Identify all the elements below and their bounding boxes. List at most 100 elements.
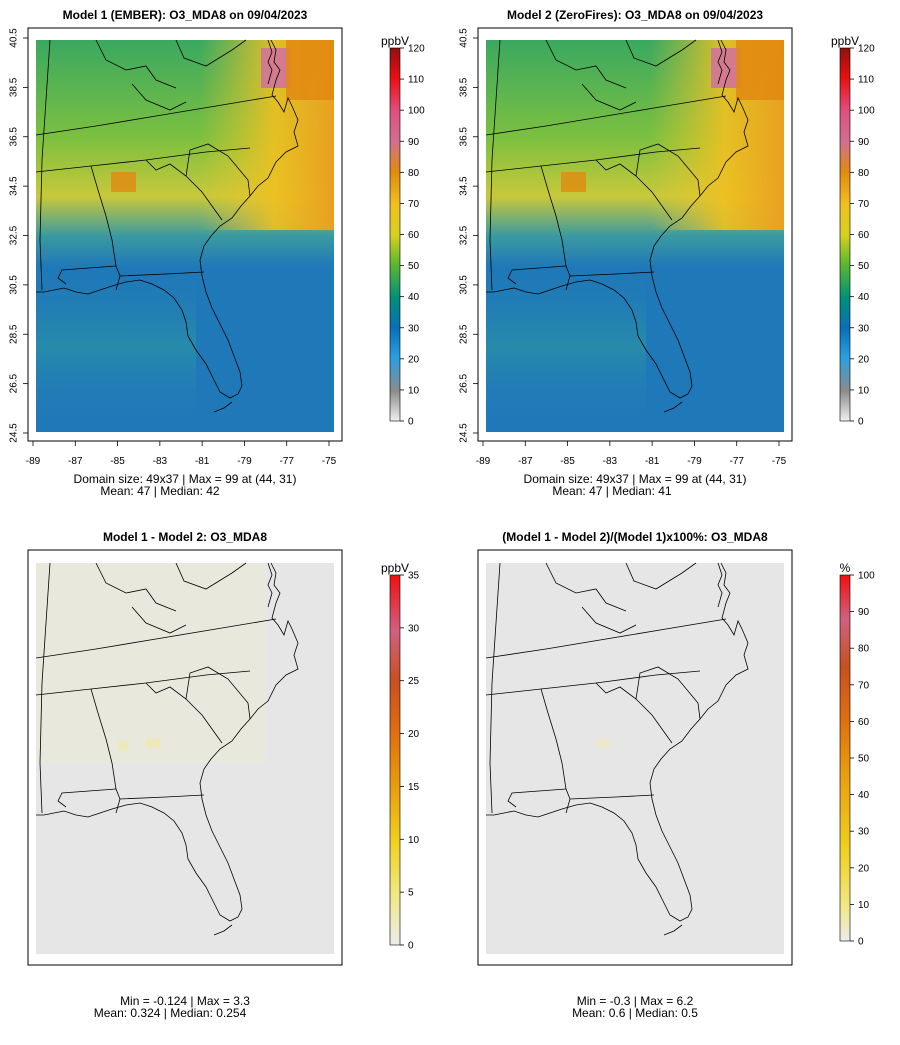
colorbar-tick-label: 90 [408,137,420,148]
panel-title: (Model 1 - Model 2)/(Model 1)x100%: O3_M… [502,530,768,544]
colorbar-tick-label: 50 [858,754,870,765]
ozone-ne-orange [286,40,334,100]
x-axis: -89 -87 -85 -83 -81 -79 -77 -75 [26,441,337,467]
y-tick-label: 28.5 [9,324,20,344]
stats-line-2: Mean: 0.324 | Median: 0.254 [94,1006,247,1020]
colorbar-tick-label: 70 [858,199,870,210]
x-tick-label: -81 [645,456,660,467]
panel-model1: Model 1 (EMBER): O3_MDA8 on 09/04/2023 -… [9,8,425,498]
colorbar-tick-label: 20 [858,354,870,365]
colorbar: ppbV 0 10 20 30 40 50 60 70 80 90 100 110 120 [831,34,875,428]
panel-title: Model 2 (ZeroFires): O3_MDA8 on 09/04/20… [507,8,763,22]
colorbar-tick-label: 0 [858,937,864,948]
colorbar-gradient [389,47,401,422]
colorbar-tick-label: 90 [858,607,870,618]
x-tick-label: -87 [68,456,83,467]
y-tick-label: 36.5 [9,127,20,147]
colorbar-tick-label: 40 [858,292,870,303]
colorbar-tick-label: 60 [858,230,870,241]
colorbar-tick-label: 30 [408,323,420,334]
colorbar-tick-label: 60 [858,717,870,728]
colorbar-tick-label: 70 [408,199,420,210]
map-area [485,39,784,432]
y-tick-label: 32.5 [9,225,20,245]
y-tick-label: 34.5 [9,176,20,196]
colorbar-gradient [839,47,851,422]
x-tick-label: -83 [603,456,618,467]
colorbar-tick-label: 10 [858,385,870,396]
ozone-ga-orange [561,172,586,192]
x-tick-label: -75 [322,456,337,467]
colorbar-unit: ppbV [381,34,409,48]
colorbar-tick-label: 80 [408,168,420,179]
difference-spot [118,741,128,751]
colorbar-tick-label: 70 [858,680,870,691]
x-tick-label: -81 [195,456,210,467]
colorbar: ppbV 0 10 20 30 40 50 60 70 80 90 100 110 120 [381,34,425,428]
x-tick-label: -85 [110,456,125,467]
colorbar-gradient [389,574,401,946]
colorbar-tick-label: 100 [858,571,875,582]
y-tick-label: 38.5 [9,77,20,97]
panel-title: Model 1 - Model 2: O3_MDA8 [103,530,267,544]
x-tick-label: -89 [26,456,41,467]
colorbar-tick-label: 120 [858,44,875,55]
difference-spot [146,738,160,748]
x-tick-label: -87 [518,456,533,467]
x-tick-label: -75 [772,456,787,467]
colorbar-tick-label: 35 [408,571,420,582]
ozone-ga-orange [111,172,136,192]
colorbar: % 0 10 20 30 40 50 60 70 80 90 100 [840,561,875,948]
y-tick-label: 36.5 [459,127,470,147]
y-tick-label: 30.5 [459,275,470,295]
colorbar-tick-label: 120 [408,44,425,55]
plot-frame [27,549,343,966]
colorbar-tick-label: 25 [408,676,420,687]
y-tick-label: 38.5 [459,77,470,97]
colorbar-tick-label: 60 [408,230,420,241]
difference-field [486,563,784,954]
plot-frame [477,549,793,966]
colorbar-tick-label: 40 [858,790,870,801]
ozone-ne-orange [736,40,784,100]
colorbar-tick-label: 110 [408,75,424,86]
panel-model2: Model 2 (ZeroFires): O3_MDA8 on 09/04/20… [459,8,875,498]
colorbar-tick-label: 10 [408,385,420,396]
colorbar-tick-label: 110 [858,75,874,86]
y-tick-label: 28.5 [459,324,470,344]
stats-line-2: Mean: 0.6 | Median: 0.5 [572,1006,698,1020]
colorbar-tick-label: 100 [408,106,425,117]
panel-difference: Model 1 - Model 2: O3_MDA8 Min = -0.124 … [27,530,420,1020]
colorbar-tick-label: 50 [408,261,420,272]
y-tick-label: 40.5 [9,28,20,48]
stats-line-1: Domain size: 49x37 | Max = 99 at (44, 31… [74,472,297,486]
x-tick-label: -83 [153,456,168,467]
y-axis: 24.5 26.5 28.5 30.5 32.5 34.5 36.5 38.5 40.5 [459,28,478,443]
colorbar-tick-label: 0 [408,941,414,952]
x-axis: -89 -87 -85 -83 -81 -79 -77 -75 [476,441,787,467]
x-tick-label: -79 [237,456,252,467]
colorbar-tick-label: 100 [858,106,875,117]
stats-line-1: Min = -0.3 | Max = 6.2 [577,994,694,1008]
y-tick-label: 30.5 [9,275,20,295]
ozone-field-gulf [36,260,196,432]
colorbar: ppbV 0 5 10 15 20 25 30 35 [381,561,420,952]
y-tick-label: 24.5 [459,423,470,443]
colorbar-unit: ppbV [381,561,409,575]
y-tick-label: 32.5 [459,225,470,245]
colorbar-tick-label: 80 [858,644,870,655]
stats-line-1: Min = -0.124 | Max = 3.3 [120,994,250,1008]
stats-line-2: Mean: 47 | Median: 42 [100,484,220,498]
y-tick-label: 26.5 [459,373,470,393]
colorbar-tick-label: 40 [408,292,420,303]
colorbar-tick-label: 0 [408,417,414,428]
colorbar-tick-label: 30 [858,323,870,334]
panel-percent-difference: (Model 1 - Model 2)/(Model 1)x100%: O3_M… [477,530,875,1020]
y-tick-label: 26.5 [9,373,20,393]
colorbar-tick-label: 5 [408,888,414,899]
colorbar-tick-label: 15 [408,782,420,793]
map-area [485,562,784,954]
y-tick-label: 34.5 [459,176,470,196]
panel-title: Model 1 (EMBER): O3_MDA8 on 09/04/2023 [63,8,308,22]
